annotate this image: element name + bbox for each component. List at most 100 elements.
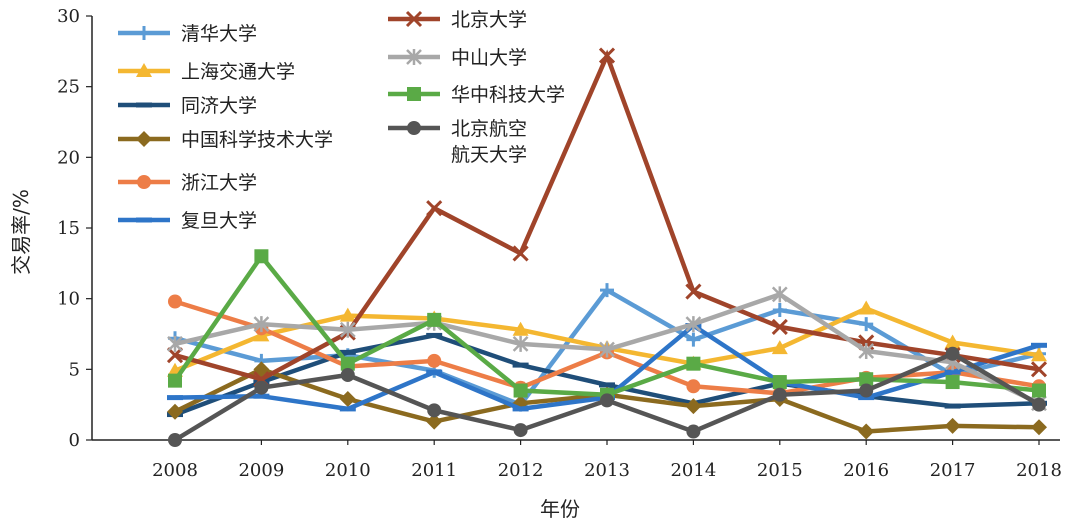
data-point (1031, 342, 1047, 348)
legend-marker (136, 217, 152, 223)
legend-marker (137, 26, 151, 40)
x-tick-label: 2010 (325, 460, 371, 481)
data-point (858, 395, 875, 401)
data-point (686, 356, 701, 371)
y-tick-label: 15 (57, 218, 80, 239)
data-point (512, 245, 529, 262)
data-point (426, 200, 443, 217)
legend-label: 上海交通大学 (181, 61, 295, 83)
data-point (944, 334, 961, 349)
series-layer (166, 47, 1048, 447)
series-7 (166, 47, 1048, 388)
data-point (339, 321, 356, 338)
x-tick-label: 2009 (238, 460, 284, 481)
x-tick-label: 2011 (411, 460, 457, 481)
data-point (512, 321, 529, 336)
legend-label: 复旦大学 (181, 210, 257, 232)
data-point (1032, 383, 1046, 398)
data-point (772, 375, 787, 390)
data-point (945, 375, 960, 390)
data-point (168, 433, 182, 447)
y-tick-label: 5 (69, 359, 80, 380)
legend-label: 北京大学 (451, 9, 527, 31)
legend-item: 浙江大学 (118, 172, 257, 194)
data-point (254, 380, 269, 395)
series-2 (167, 300, 1047, 377)
data-point (600, 283, 614, 298)
legend-marker (136, 63, 152, 77)
legend-marker (407, 87, 421, 101)
y-axis-title: 交易率/% (9, 189, 33, 275)
legend-label: 浙江大学 (181, 172, 257, 194)
data-point (168, 373, 182, 388)
legend-marker (406, 49, 422, 65)
legend-marker (136, 102, 152, 108)
legend-item: 北京航空航天大学 (388, 118, 527, 166)
data-point (772, 387, 787, 402)
legend-marker (137, 175, 151, 189)
x-tick-label: 2016 (843, 460, 889, 481)
legend-item: 上海交通大学 (118, 61, 295, 83)
data-point (340, 367, 355, 382)
data-point (771, 340, 788, 355)
legend-label: 清华大学 (181, 23, 257, 45)
data-point (254, 249, 269, 264)
data-point (340, 356, 355, 371)
data-point (512, 406, 529, 412)
data-point (1032, 397, 1046, 412)
data-point (858, 342, 875, 359)
data-point (166, 347, 184, 364)
legend-item: 同济大学 (118, 95, 257, 117)
legend-label: 华中科技大学 (451, 84, 565, 106)
data-point (600, 393, 614, 408)
data-point (167, 335, 183, 352)
legend-item: 中国科学技术大学 (118, 129, 333, 151)
data-point (945, 346, 960, 361)
data-point (426, 413, 443, 430)
data-point (513, 423, 528, 438)
data-point (686, 332, 701, 347)
data-point (427, 312, 442, 327)
data-point (426, 369, 443, 375)
data-point (167, 403, 183, 420)
data-point (168, 294, 182, 309)
data-point (427, 403, 442, 418)
data-point (686, 424, 701, 439)
data-point (1030, 361, 1048, 378)
data-point (167, 395, 183, 401)
x-tick-label: 2013 (584, 460, 630, 481)
x-tick-label: 2017 (930, 460, 976, 481)
legend-item: 北京大学 (388, 9, 527, 31)
data-point (772, 302, 787, 317)
data-point (944, 369, 961, 375)
data-point (339, 307, 356, 322)
data-point (598, 47, 616, 64)
x-tick-label: 2014 (670, 460, 716, 481)
data-point (944, 403, 961, 409)
data-point (858, 423, 875, 440)
x-tick-label: 2018 (1016, 460, 1062, 481)
x-tick-label: 2012 (498, 460, 544, 481)
data-point (858, 300, 875, 315)
data-point (339, 391, 356, 408)
y-tick-label: 0 (69, 430, 80, 451)
legend-item: 华中科技大学 (388, 84, 565, 106)
legend-marker (407, 121, 421, 135)
data-point (253, 393, 270, 399)
data-point (1031, 419, 1047, 436)
x-axis-title: 年份 (540, 497, 580, 521)
data-point (944, 417, 961, 434)
legend-label: 同济大学 (181, 95, 257, 117)
data-point (512, 335, 529, 352)
y-tick-label: 10 (57, 289, 80, 310)
legend-marker (136, 131, 152, 147)
data-point (513, 383, 528, 398)
legend-item: 清华大学 (118, 23, 257, 45)
data-point (771, 286, 788, 303)
data-point (1031, 347, 1047, 362)
legend-marker (405, 10, 423, 28)
data-point (859, 372, 874, 387)
data-point (859, 383, 874, 398)
